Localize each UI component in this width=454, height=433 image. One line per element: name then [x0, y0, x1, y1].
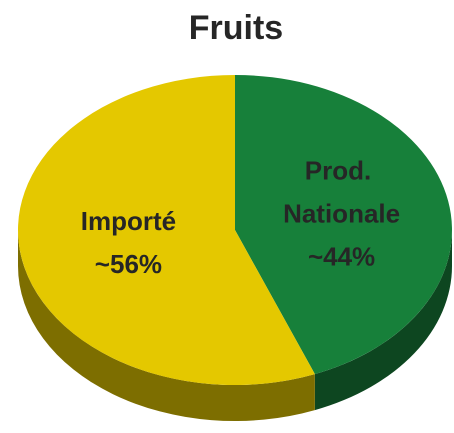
slice-label: Prod. Nationale: [283, 155, 400, 228]
pie-side: [18, 230, 315, 421]
slice-value-label: ~56%: [95, 249, 162, 279]
pie-slice: [18, 75, 315, 385]
chart-title: Fruits: [189, 9, 283, 47]
pie-slice: [235, 75, 453, 375]
pie-side: [314, 230, 452, 411]
slice-label: Importé: [81, 206, 176, 236]
slice-value-label: ~44%: [308, 241, 375, 271]
